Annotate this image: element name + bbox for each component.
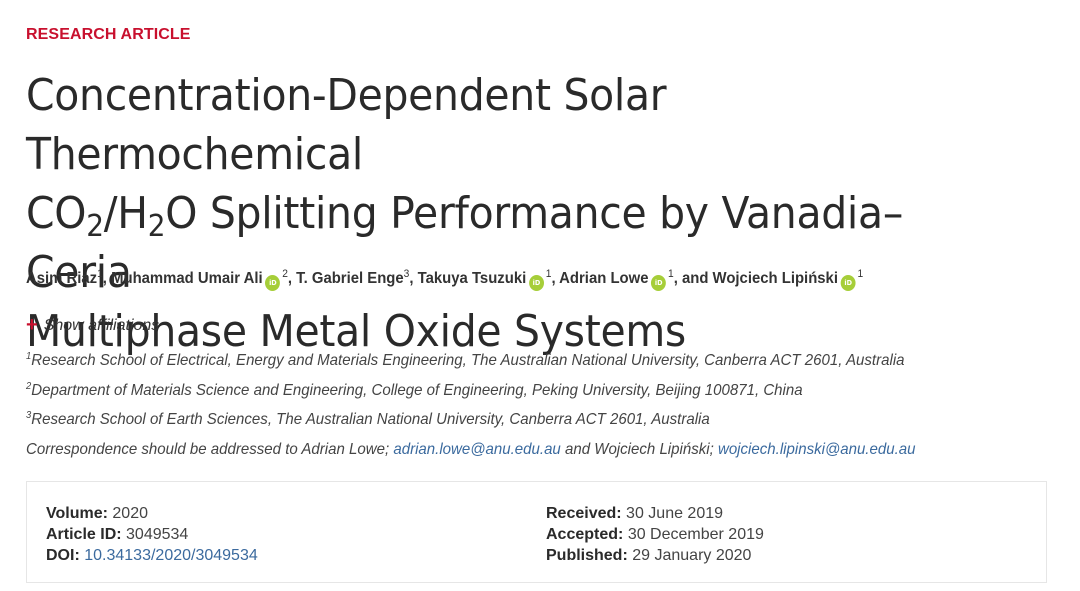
author-affiliation-ref: 1: [668, 268, 674, 280]
correspondence: Correspondence should be addressed to Ad…: [26, 441, 915, 459]
affiliation-text: Department of Materials Science and Engi…: [31, 382, 803, 399]
author-list: Asim Riaz1, Muhammad Umair Ali iD2, T. Ga…: [26, 268, 993, 291]
author-affiliation-ref: 3: [403, 268, 410, 280]
author-separator: , and: [673, 270, 713, 287]
title-line-3: Multiphase Metal Oxide Systems: [26, 306, 686, 357]
title-line-2a: CO: [26, 188, 87, 239]
article-id-row: Article ID: 3049534: [46, 524, 258, 545]
orcid-icon[interactable]: iD: [265, 275, 281, 291]
author-name[interactable]: Asim Riaz: [26, 270, 98, 287]
email-link[interactable]: adrian.lowe@anu.edu.au: [393, 441, 561, 458]
affiliation-text: Research School of Electrical, Energy an…: [31, 352, 905, 369]
correspondence-middle: and Wojciech Lipiński;: [560, 441, 718, 458]
affiliation-item: 3Research School of Earth Sciences, The …: [26, 411, 710, 429]
author-affiliation-ref: 1: [857, 268, 864, 280]
author-separator: ,: [551, 270, 560, 287]
plus-icon: +: [26, 314, 38, 336]
author-separator: ,: [409, 270, 418, 287]
affiliation-text: Research School of Earth Sciences, The A…: [31, 411, 710, 428]
metadata-right-column: Received: 30 June 2019 Accepted: 30 Dece…: [546, 503, 764, 566]
accepted-label: Accepted:: [546, 526, 624, 543]
title-subscript: 2: [86, 209, 104, 244]
email-link[interactable]: wojciech.lipinski@anu.edu.au: [717, 441, 916, 458]
author-name[interactable]: Wojciech Lipiński: [712, 270, 838, 287]
author-separator: ,: [102, 270, 112, 287]
published-label: Published:: [546, 547, 628, 564]
author-separator: ,: [287, 270, 297, 287]
received-date: 30 June 2019: [626, 505, 724, 522]
volume-row: Volume: 2020: [46, 503, 258, 524]
title-line-2c: O Splitting Performance by Vanadia–Ceria: [26, 188, 904, 298]
received-row: Received: 30 June 2019: [546, 503, 764, 524]
orcid-icon[interactable]: iD: [651, 275, 667, 291]
affiliation-item: 1Research School of Electrical, Energy a…: [26, 352, 905, 370]
show-affiliations-toggle[interactable]: + Show affiliations: [26, 314, 159, 337]
affiliation-number: 2: [26, 381, 32, 392]
title-line-2b: /H: [103, 188, 148, 239]
article-id-label: Article ID:: [46, 526, 122, 543]
doi-link[interactable]: 10.34133/2020/3049534: [84, 547, 258, 564]
published-date: 29 January 2020: [632, 547, 752, 564]
orcid-icon[interactable]: iD: [529, 275, 544, 291]
title-line-1: Concentration-Dependent Solar Thermochem…: [26, 70, 667, 180]
title-subscript: 2: [147, 209, 166, 244]
author-name[interactable]: Adrian Lowe: [559, 270, 649, 287]
author-name[interactable]: Takuya Tsuzuki: [417, 270, 527, 287]
orcid-icon[interactable]: iD: [840, 275, 856, 291]
volume-label: Volume:: [46, 505, 108, 522]
article-id-value: 3049534: [126, 526, 189, 543]
show-affiliations-label: Show affiliations: [43, 317, 160, 334]
author-affiliation-ref: 1: [97, 268, 103, 280]
volume-value: 2020: [112, 505, 148, 522]
affiliation-number: 3: [26, 410, 32, 421]
published-row: Published: 29 January 2020: [546, 545, 764, 566]
author-name[interactable]: T. Gabriel Enge: [296, 270, 404, 287]
accepted-date: 30 December 2019: [627, 526, 764, 543]
article-metadata-box: Volume: 2020 Article ID: 3049534 DOI: 10…: [26, 481, 1047, 583]
author-affiliation-ref: 1: [545, 268, 552, 280]
accepted-row: Accepted: 30 December 2019: [546, 524, 764, 545]
author-name[interactable]: Muhammad Umair Ali: [111, 270, 263, 287]
article-type-label: RESEARCH ARTICLE: [26, 26, 191, 43]
metadata-left-column: Volume: 2020 Article ID: 3049534 DOI: 10…: [46, 503, 258, 566]
affiliation-item: 2Department of Materials Science and Eng…: [26, 382, 803, 400]
author-affiliation-ref: 2: [282, 268, 288, 280]
received-label: Received:: [546, 505, 622, 522]
affiliation-number: 1: [26, 351, 32, 362]
correspondence-prefix: Correspondence should be addressed to Ad…: [26, 441, 394, 458]
doi-row: DOI: 10.34133/2020/3049534: [46, 545, 258, 566]
article-title: Concentration-Dependent Solar Thermochem…: [26, 66, 984, 361]
doi-label: DOI:: [46, 547, 80, 564]
